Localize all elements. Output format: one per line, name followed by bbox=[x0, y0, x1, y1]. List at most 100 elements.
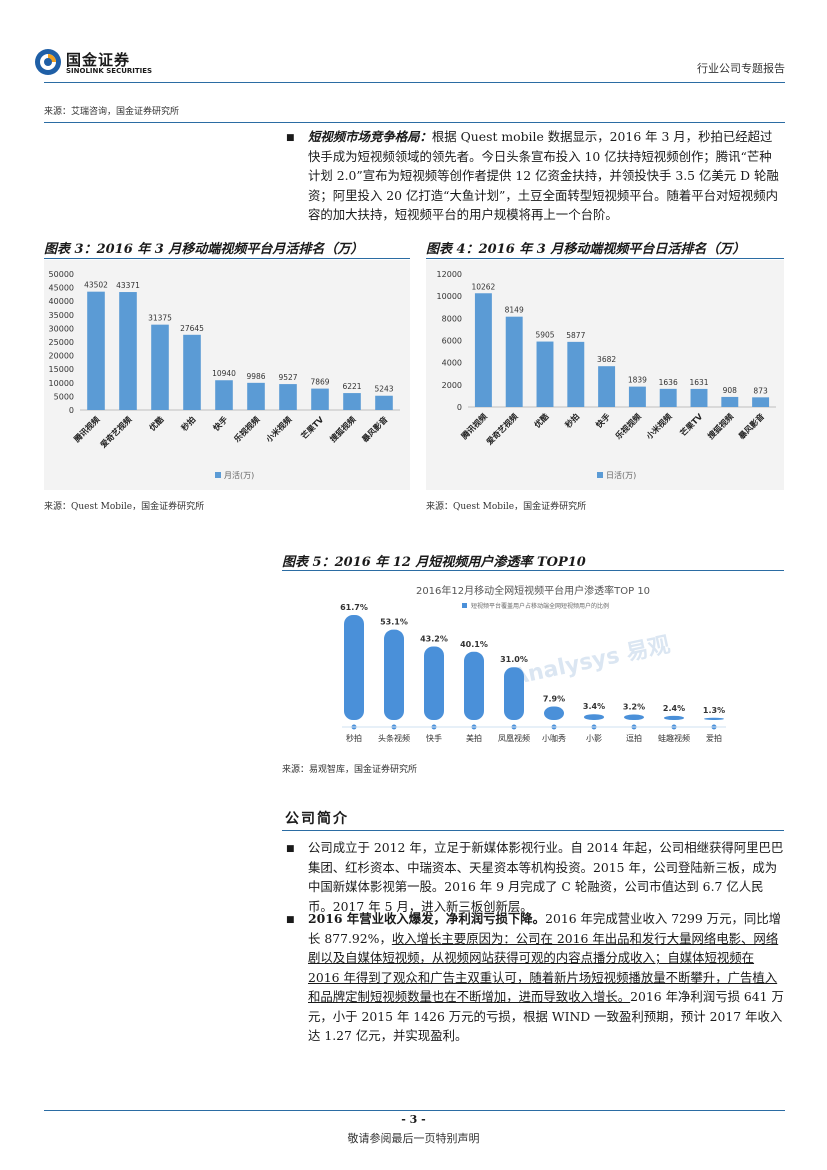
y-tick-label: 4000 bbox=[442, 359, 462, 368]
category-label: 小影 bbox=[586, 733, 602, 743]
fig5-source: 来源：易观智库，国金证券研究所 bbox=[282, 765, 418, 775]
fig5-title: 图表 5：2016 年 12 月短视频用户渗透率 TOP10 bbox=[282, 555, 586, 570]
fig3-chart: 0 5000 10000 15000 20000 25000 30000 35000 40000… bbox=[44, 260, 410, 490]
data-label: 908 bbox=[723, 386, 738, 395]
bar bbox=[752, 397, 770, 407]
logo-text-en: SINOLINK SECURITIES bbox=[66, 67, 153, 75]
data-label: 8149 bbox=[505, 306, 524, 315]
category-label: 爱拍 bbox=[706, 733, 722, 743]
fig3-rule bbox=[44, 258, 410, 259]
bar bbox=[87, 291, 105, 410]
bullet-square: ■ bbox=[286, 915, 295, 925]
source-divider bbox=[44, 122, 785, 123]
data-label: 2.4% bbox=[663, 704, 685, 713]
data-label: 3.2% bbox=[623, 703, 645, 712]
category-label: 搜狐视频 bbox=[706, 411, 736, 441]
category-label: 快手 bbox=[426, 733, 442, 743]
chart-title: 2016年12月移动全网短视频平台用户渗透率TOP 10 bbox=[416, 584, 650, 597]
fig3-chart-svg: 0 5000 10000 15000 20000 25000 30000 35000 40000… bbox=[49, 270, 400, 480]
logo-text-cn: 国金证券 bbox=[66, 51, 131, 69]
company-logo: 国金证券 SINOLINK SECURITIES bbox=[34, 48, 154, 78]
legend-label: 短视频平台覆盖用户占移动端全网短视频用户的比例 bbox=[471, 602, 609, 610]
category-label: 凤凰视频 bbox=[498, 733, 530, 743]
y-tick-label: 2000 bbox=[442, 381, 462, 390]
revenue-paragraph-text-a: 2016 年完成营业收入 7299 万元，同比增长 877.92%， bbox=[308, 911, 782, 946]
bar bbox=[567, 341, 585, 407]
header-divider bbox=[44, 82, 785, 83]
fig4-source: 来源：Quest Mobile，国金证券研究所 bbox=[426, 502, 587, 512]
data-label: 1631 bbox=[689, 378, 708, 387]
y-tick-label: 25000 bbox=[49, 338, 74, 347]
bar bbox=[474, 293, 492, 407]
y-tick-label: 30000 bbox=[49, 324, 74, 333]
fig3-title: 图表 3：2016 年 3 月移动端视频平台月活排名（万） bbox=[44, 242, 364, 257]
y-tick-label: 40000 bbox=[49, 297, 74, 306]
bar bbox=[504, 667, 524, 720]
bar bbox=[384, 629, 404, 720]
category-label: 乐视视频 bbox=[613, 411, 643, 441]
revenue-paragraph-underlined: 收入增长主要原因为：公司在 2016 年出品和发行大量网络电影、网络剧以及自媒体… bbox=[308, 930, 779, 1005]
data-label: 7.9% bbox=[543, 695, 565, 704]
bar bbox=[659, 388, 677, 407]
bar bbox=[215, 380, 233, 410]
data-label: 3.4% bbox=[583, 702, 605, 711]
category-label: 芒果TV bbox=[299, 414, 326, 441]
revenue-paragraph-lead: 2016 年营业收入爆发，净利润亏损下降。 bbox=[308, 911, 546, 926]
y-tick-label: 0 bbox=[457, 403, 462, 412]
section-title: 公司简介 bbox=[285, 811, 349, 827]
data-label: 5877 bbox=[566, 331, 585, 340]
y-tick-label: 50000 bbox=[49, 270, 74, 279]
category-label: 快手 bbox=[211, 414, 229, 432]
data-label: 9527 bbox=[278, 373, 297, 382]
bar bbox=[704, 717, 724, 720]
fig4-rule bbox=[426, 258, 784, 259]
legend-label: 日活(万) bbox=[606, 470, 636, 480]
data-label: 40.1% bbox=[460, 640, 488, 649]
category-label: 腾讯视频 bbox=[71, 414, 101, 444]
category-label: 逗拍 bbox=[626, 733, 642, 743]
bar bbox=[247, 382, 265, 410]
bullet-square: ■ bbox=[286, 133, 295, 143]
category-label: 美拍 bbox=[466, 733, 482, 743]
section-rule bbox=[282, 830, 784, 831]
source-note-top: 来源：艾瑞咨询，国金证券研究所 bbox=[44, 107, 180, 117]
revenue-paragraph: 2016 年营业收入爆发，净利润亏损下降。2016 年完成营业收入 7299 万… bbox=[308, 909, 784, 1046]
bar bbox=[343, 393, 361, 410]
bar bbox=[721, 396, 739, 407]
category-label: 小米视频 bbox=[643, 411, 673, 441]
data-label: 3682 bbox=[597, 355, 616, 364]
category-label: 优酷 bbox=[532, 411, 550, 429]
category-label: 秒拍 bbox=[563, 411, 581, 429]
category-label: 搜狐视频 bbox=[328, 414, 358, 444]
data-label: 43371 bbox=[116, 281, 140, 290]
category-label: 快手 bbox=[594, 411, 612, 429]
legend-swatch bbox=[215, 472, 221, 478]
data-label: 53.1% bbox=[380, 618, 408, 627]
legend-label: 月活(万) bbox=[224, 470, 254, 480]
category-label: 秒拍 bbox=[346, 733, 362, 743]
bar bbox=[279, 384, 297, 410]
category-label: 小咖秀 bbox=[542, 733, 566, 743]
data-label: 6221 bbox=[342, 382, 361, 391]
bar bbox=[628, 386, 646, 407]
logo-mark-icon bbox=[35, 49, 61, 75]
bar bbox=[464, 651, 484, 720]
bar bbox=[505, 316, 523, 407]
y-tick-label: 6000 bbox=[442, 337, 462, 346]
bar bbox=[151, 324, 169, 410]
data-label: 43.2% bbox=[420, 634, 448, 643]
data-label: 31375 bbox=[148, 314, 172, 323]
report-type: 行业公司专题报告 bbox=[697, 62, 785, 75]
bar bbox=[584, 714, 604, 720]
bar bbox=[664, 715, 684, 720]
fig5-rule bbox=[282, 570, 784, 571]
y-tick-label: 15000 bbox=[49, 365, 74, 374]
market-paragraph-body: 根据 Quest mobile 数据显示，2016 年 3 月，秒拍已经超过快手… bbox=[308, 129, 779, 222]
data-label: 43502 bbox=[84, 281, 108, 290]
category-label: 乐视视频 bbox=[232, 414, 262, 444]
data-label: 1839 bbox=[628, 376, 647, 385]
category-label: 爱奇艺视频 bbox=[98, 414, 133, 449]
category-label: 爱奇艺视频 bbox=[484, 411, 519, 446]
bar bbox=[598, 366, 616, 407]
bar bbox=[119, 292, 137, 410]
